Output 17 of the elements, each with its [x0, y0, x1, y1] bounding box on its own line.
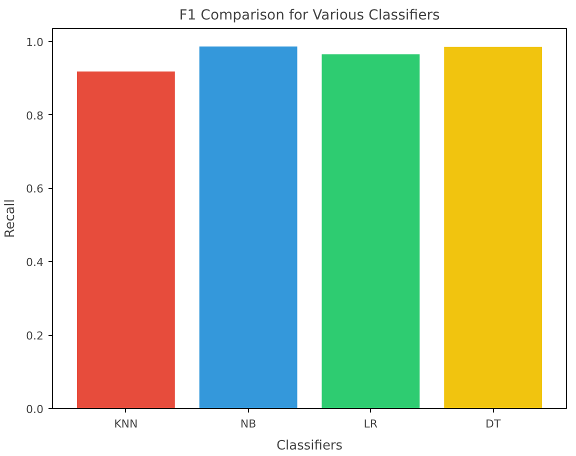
x-tick-label: NB — [240, 418, 256, 430]
x-axis-title: Classifiers — [276, 438, 343, 454]
y-tick-label: 0.4 — [26, 256, 44, 270]
bar — [444, 46, 542, 408]
x-tick-label: KNN — [114, 418, 138, 430]
y-axis-title: Recall — [3, 199, 18, 238]
chart-title: F1 Comparison for Various Classifiers — [179, 8, 440, 24]
bar — [76, 71, 175, 408]
bar — [199, 46, 298, 408]
x-tick-label: LR — [364, 418, 378, 430]
y-tick-label: 0.8 — [26, 109, 44, 122]
y-tick-label: 0.6 — [26, 182, 44, 196]
y-tick-label: 0.0 — [26, 403, 44, 416]
y-tick-label: 1.0 — [26, 36, 44, 49]
y-tick-label: 0.2 — [26, 330, 44, 343]
x-tick-label: DT — [485, 418, 501, 430]
bar — [322, 54, 420, 408]
